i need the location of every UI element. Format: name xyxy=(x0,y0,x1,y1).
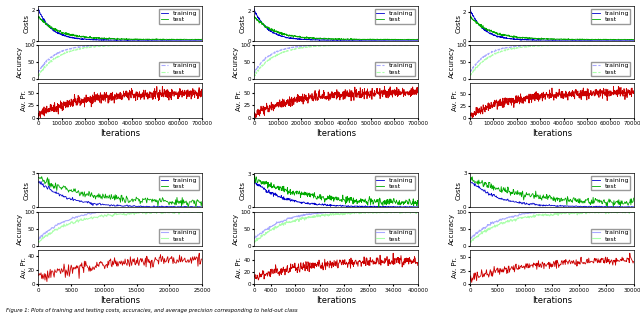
Y-axis label: Costs: Costs xyxy=(240,181,246,200)
Legend: training, test: training, test xyxy=(591,62,630,76)
Legend: training, test: training, test xyxy=(591,176,630,191)
Y-axis label: Accuracy: Accuracy xyxy=(17,46,23,78)
Y-axis label: Costs: Costs xyxy=(456,14,461,33)
Legend: training, test: training, test xyxy=(591,229,630,243)
Y-axis label: Av. Pr.: Av. Pr. xyxy=(236,90,243,111)
Legend: training, test: training, test xyxy=(159,9,199,24)
Legend: training, test: training, test xyxy=(375,229,415,243)
Y-axis label: Av. Pr.: Av. Pr. xyxy=(20,257,26,278)
Y-axis label: Accuracy: Accuracy xyxy=(449,213,455,245)
Y-axis label: Av. Pr.: Av. Pr. xyxy=(236,257,243,278)
Y-axis label: Accuracy: Accuracy xyxy=(17,213,23,245)
Y-axis label: Av. Pr.: Av. Pr. xyxy=(452,90,458,111)
Legend: training, test: training, test xyxy=(591,9,630,24)
X-axis label: Iterations: Iterations xyxy=(100,296,140,305)
Y-axis label: Accuracy: Accuracy xyxy=(449,46,455,78)
Y-axis label: Accuracy: Accuracy xyxy=(233,46,239,78)
Legend: training, test: training, test xyxy=(375,9,415,24)
Legend: training, test: training, test xyxy=(375,62,415,76)
Y-axis label: Costs: Costs xyxy=(456,181,461,200)
Y-axis label: Av. Pr.: Av. Pr. xyxy=(20,90,26,111)
Y-axis label: Costs: Costs xyxy=(24,14,30,33)
Y-axis label: Costs: Costs xyxy=(240,14,246,33)
Legend: training, test: training, test xyxy=(375,176,415,191)
X-axis label: Iterations: Iterations xyxy=(532,296,572,305)
X-axis label: Iterations: Iterations xyxy=(316,296,356,305)
Y-axis label: Accuracy: Accuracy xyxy=(233,213,239,245)
Y-axis label: Av. Pr.: Av. Pr. xyxy=(452,257,458,278)
Legend: training, test: training, test xyxy=(159,229,199,243)
X-axis label: Iterations: Iterations xyxy=(100,129,140,138)
Legend: training, test: training, test xyxy=(159,62,199,76)
X-axis label: Iterations: Iterations xyxy=(316,129,356,138)
Y-axis label: Costs: Costs xyxy=(24,181,30,200)
Legend: training, test: training, test xyxy=(159,176,199,191)
X-axis label: Iterations: Iterations xyxy=(532,129,572,138)
Text: Figure 1: Plots of training and testing costs, accuracies, and average precision: Figure 1: Plots of training and testing … xyxy=(6,308,298,313)
